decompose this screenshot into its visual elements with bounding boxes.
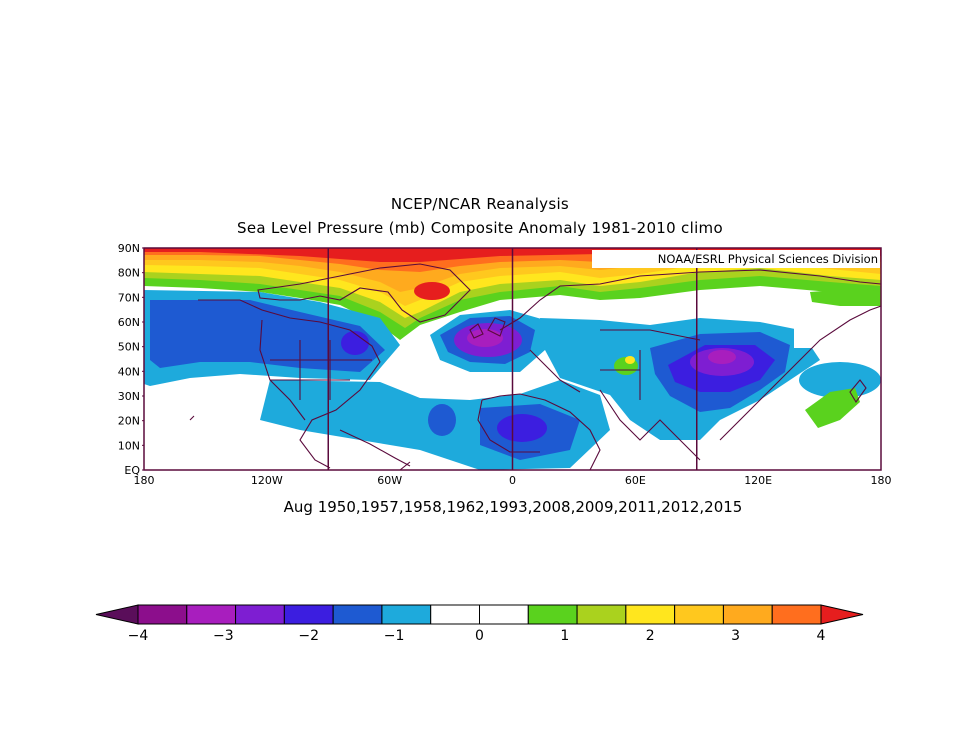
lon-label: 60E bbox=[625, 474, 646, 487]
africa-coast bbox=[477, 393, 601, 470]
lat-label: 60N bbox=[118, 316, 140, 329]
colorbar bbox=[95, 604, 864, 625]
lat-label: 10N bbox=[118, 439, 140, 452]
eurasia-coast bbox=[499, 269, 881, 461]
pacific-low-mid bbox=[150, 300, 385, 372]
lon-label: 120E bbox=[744, 474, 772, 487]
lat-label: 30N bbox=[118, 390, 140, 403]
lat-label: EQ bbox=[124, 464, 140, 477]
lat-label: 20N bbox=[118, 415, 140, 428]
lon-label: 180 bbox=[871, 474, 892, 487]
colorbar-segment bbox=[235, 604, 285, 625]
colorbar-segment bbox=[283, 604, 334, 625]
hudson-low-core bbox=[341, 331, 369, 355]
colorbar-label: 4 bbox=[817, 628, 826, 644]
colorbar-label: 3 bbox=[731, 628, 740, 644]
british-isles-coast bbox=[469, 317, 506, 339]
colorbar-segment bbox=[479, 604, 529, 625]
colorbar-segment bbox=[576, 604, 627, 625]
nw-pacific-high bbox=[805, 388, 860, 428]
colorbar-segment bbox=[186, 604, 237, 625]
n-atlantic-low-core bbox=[467, 329, 503, 347]
lat-label: 80N bbox=[118, 267, 140, 280]
colorbar-segment bbox=[771, 604, 822, 625]
map-subtitle-variable: Sea Level Pressure (mb) Composite Anomal… bbox=[237, 219, 723, 237]
colorbar-label: 1 bbox=[560, 628, 569, 644]
siberia-high bbox=[810, 288, 881, 306]
colorbar-segment bbox=[137, 604, 188, 625]
colorbar-segment bbox=[527, 604, 578, 625]
lon-label: 180 bbox=[134, 474, 155, 487]
longitude-labels: 180 120W 60W 0 60E 120E 180 bbox=[134, 474, 892, 487]
colorbar-max-arrow bbox=[820, 604, 864, 625]
lat-label: 70N bbox=[118, 291, 140, 304]
colorbar-label: −4 bbox=[128, 628, 149, 644]
greenland-arctic-coast bbox=[257, 263, 471, 323]
atlantic-low-small bbox=[428, 404, 456, 436]
political-borders bbox=[270, 329, 701, 400]
south-america-coast bbox=[339, 429, 411, 467]
lat-label: 90N bbox=[118, 242, 140, 255]
islands-coast bbox=[189, 379, 867, 470]
lat-label: 50N bbox=[118, 341, 140, 354]
colorbar-label: −3 bbox=[213, 628, 234, 644]
colorbar-segment bbox=[381, 604, 432, 625]
meridian-lines bbox=[327, 248, 698, 470]
colorbar-label: 2 bbox=[646, 628, 655, 644]
colorbar-segment bbox=[722, 604, 773, 625]
credit-box bbox=[592, 250, 880, 268]
colorbar-segment bbox=[332, 604, 383, 625]
colorbar-label: −1 bbox=[384, 628, 405, 644]
caspian-high-core bbox=[625, 356, 635, 364]
greenland-high-core bbox=[414, 282, 450, 300]
colorbar-segment bbox=[625, 604, 676, 625]
credit-text: NOAA/ESRL Physical Sciences Division bbox=[658, 252, 878, 266]
lon-label: 120W bbox=[251, 474, 283, 487]
colorbar-segment bbox=[430, 604, 481, 625]
colorbar-labels: −4 −3 −2 −1 0 1 2 3 4 bbox=[128, 628, 826, 644]
asia-low-center bbox=[708, 350, 736, 364]
colorbar-segment bbox=[674, 604, 724, 625]
lat-label: 40N bbox=[118, 365, 140, 378]
east-asia-neutral bbox=[794, 320, 881, 348]
lon-label: 60W bbox=[377, 474, 402, 487]
colorbar-label: 0 bbox=[475, 628, 484, 644]
map-frame bbox=[143, 247, 882, 471]
lon-label: 0 bbox=[509, 474, 516, 487]
african-low-core bbox=[497, 414, 547, 442]
coastlines bbox=[189, 263, 881, 470]
map-title: NCEP/NCAR Reanalysis bbox=[390, 195, 570, 213]
colorbar-min-arrow bbox=[95, 604, 139, 625]
composite-years: Aug 1950,1957,1958,1962,1993,2008,2009,2… bbox=[283, 498, 743, 516]
colorbar-label: −2 bbox=[298, 628, 319, 644]
latitude-labels: 90N 80N 70N 60N 50N 40N 30N 20N 10N EQ bbox=[118, 242, 144, 477]
nw-pacific-low bbox=[799, 362, 881, 398]
